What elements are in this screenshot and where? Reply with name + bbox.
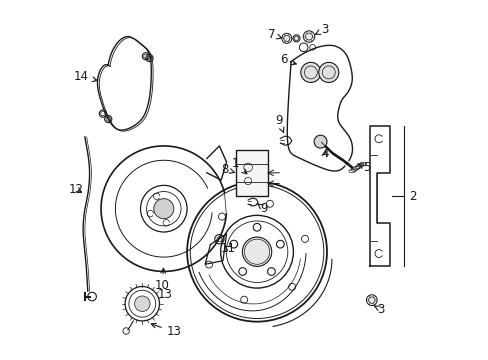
Text: 10: 10 — [154, 268, 169, 292]
Circle shape — [318, 62, 338, 82]
Circle shape — [313, 135, 326, 148]
Text: 5: 5 — [357, 161, 369, 174]
Text: 2: 2 — [408, 190, 415, 203]
Polygon shape — [235, 149, 267, 196]
Circle shape — [134, 296, 150, 311]
Text: 11: 11 — [221, 242, 235, 255]
Text: 8: 8 — [221, 163, 234, 176]
Circle shape — [281, 33, 291, 43]
Text: 9: 9 — [257, 202, 267, 215]
Polygon shape — [369, 126, 389, 266]
Text: 4: 4 — [321, 147, 328, 160]
Text: 7: 7 — [267, 28, 281, 41]
Circle shape — [300, 62, 320, 82]
Text: 3: 3 — [373, 303, 384, 316]
Circle shape — [366, 295, 376, 306]
Text: 13: 13 — [158, 288, 173, 301]
Text: 1: 1 — [231, 157, 246, 174]
Polygon shape — [286, 45, 352, 171]
Text: 12: 12 — [69, 183, 83, 195]
Text: 13: 13 — [151, 323, 181, 338]
Circle shape — [292, 35, 300, 42]
Text: 14: 14 — [74, 70, 97, 83]
Circle shape — [153, 199, 174, 219]
Text: 6: 6 — [280, 53, 296, 67]
Text: 3: 3 — [315, 23, 328, 36]
Circle shape — [303, 31, 314, 42]
Circle shape — [242, 237, 271, 266]
Text: 9: 9 — [274, 114, 283, 133]
